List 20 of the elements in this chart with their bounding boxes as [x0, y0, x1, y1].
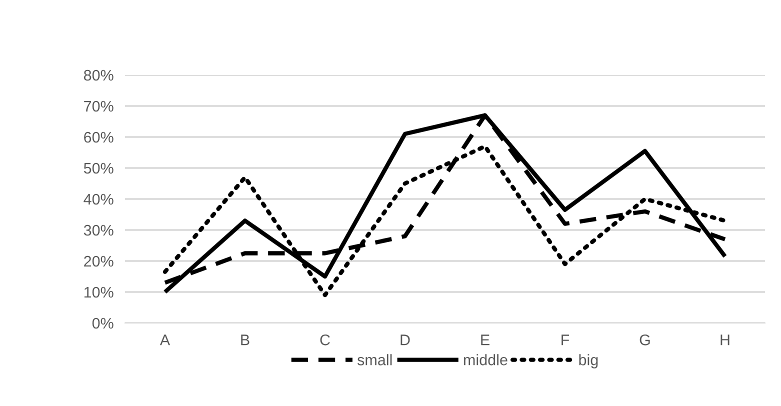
x-tick-label: A	[160, 334, 170, 346]
x-tick-label: C	[320, 334, 330, 346]
y-tick-label: 20%	[84, 256, 114, 267]
x-tick-label: G	[640, 334, 650, 346]
legend-label: small	[357, 354, 392, 366]
legend-label: middle	[464, 354, 508, 366]
x-tick-label: H	[720, 334, 730, 346]
y-tick-label: 0%	[92, 318, 114, 329]
x-tick-label: F	[562, 334, 570, 346]
legend-label: big	[579, 354, 598, 368]
y-tick-label: 30%	[84, 224, 114, 236]
y-tick-label: 10%	[84, 286, 114, 298]
y-tick-label: 70%	[84, 100, 114, 112]
x-tick-label: B	[241, 334, 250, 346]
y-tick-label: 40%	[84, 194, 114, 205]
y-tick-label: 60%	[84, 132, 114, 143]
x-tick-label: E	[481, 334, 490, 346]
y-tick-label: 80%	[84, 70, 114, 81]
x-tick-label: D	[400, 334, 410, 346]
y-tick-label: 50%	[84, 162, 114, 174]
